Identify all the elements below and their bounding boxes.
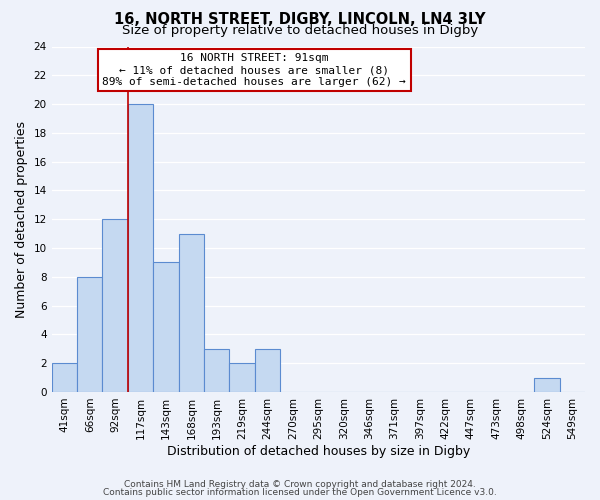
X-axis label: Distribution of detached houses by size in Digby: Distribution of detached houses by size … <box>167 444 470 458</box>
Bar <box>128 104 153 392</box>
Bar <box>153 262 179 392</box>
Bar <box>52 363 77 392</box>
Bar <box>103 219 128 392</box>
Y-axis label: Number of detached properties: Number of detached properties <box>15 120 28 318</box>
Text: Size of property relative to detached houses in Digby: Size of property relative to detached ho… <box>122 24 478 37</box>
Text: Contains HM Land Registry data © Crown copyright and database right 2024.: Contains HM Land Registry data © Crown c… <box>124 480 476 489</box>
Text: 16 NORTH STREET: 91sqm
← 11% of detached houses are smaller (8)
89% of semi-deta: 16 NORTH STREET: 91sqm ← 11% of detached… <box>103 54 406 86</box>
Text: Contains public sector information licensed under the Open Government Licence v3: Contains public sector information licen… <box>103 488 497 497</box>
Text: 16, NORTH STREET, DIGBY, LINCOLN, LN4 3LY: 16, NORTH STREET, DIGBY, LINCOLN, LN4 3L… <box>114 12 486 28</box>
Bar <box>77 277 103 392</box>
Bar <box>229 363 255 392</box>
Bar <box>255 349 280 392</box>
Bar <box>179 234 204 392</box>
Bar <box>204 349 229 392</box>
Bar <box>534 378 560 392</box>
